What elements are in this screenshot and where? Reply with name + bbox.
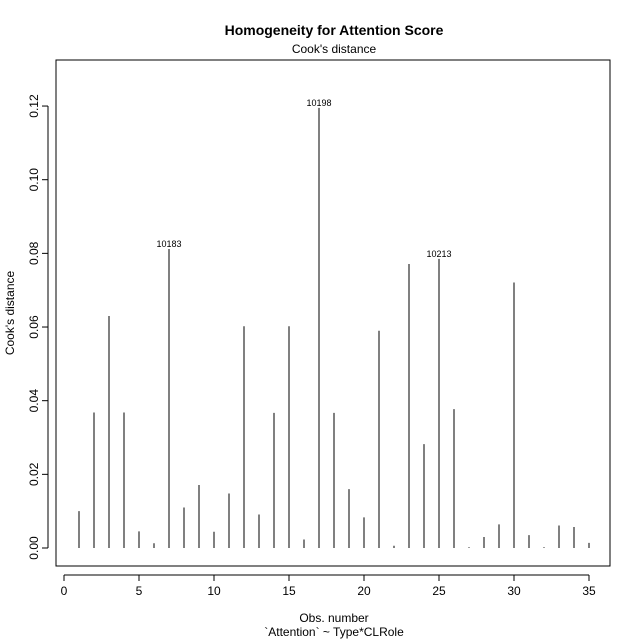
x-tick-label: 25 xyxy=(432,584,446,598)
y-tick-label: 0.04 xyxy=(27,389,41,413)
y-tick-label: 0.02 xyxy=(27,462,41,486)
x-axis-label: Obs. number xyxy=(299,611,368,625)
y-axis: 0.00 0.02 0.04 0.06 0.08 0.10 0.12 xyxy=(27,94,49,560)
x-axis-formula: `Attention` ~ Type*CLRole xyxy=(264,625,404,639)
y-tick-label: 0.10 xyxy=(27,168,41,192)
x-tick-label: 35 xyxy=(582,584,596,598)
x-tick-label: 30 xyxy=(507,584,521,598)
y-tick-label: 0.06 xyxy=(27,315,41,339)
annotations: 10183 10198 10213 xyxy=(156,98,451,259)
chart-subtitle: Cook's distance xyxy=(292,42,377,56)
y-tick-label: 0.12 xyxy=(27,94,41,118)
x-tick-label: 15 xyxy=(282,584,296,598)
x-tick-label: 10 xyxy=(207,584,221,598)
x-tick-label: 0 xyxy=(61,584,68,598)
y-axis-label: Cook's distance xyxy=(3,271,17,356)
plot-frame xyxy=(55,59,611,567)
bars xyxy=(78,107,590,548)
y-tick-label: 0.08 xyxy=(27,241,41,265)
point-label: 10183 xyxy=(156,239,181,249)
point-label: 10213 xyxy=(426,249,451,259)
y-tick-label: 0.00 xyxy=(27,536,41,560)
point-label: 10198 xyxy=(306,98,331,108)
x-tick-label: 20 xyxy=(357,584,371,598)
x-axis: 0 5 10 15 20 25 30 35 xyxy=(61,574,596,598)
x-tick-label: 5 xyxy=(136,584,143,598)
chart-title: Homogeneity for Attention Score xyxy=(225,22,444,38)
